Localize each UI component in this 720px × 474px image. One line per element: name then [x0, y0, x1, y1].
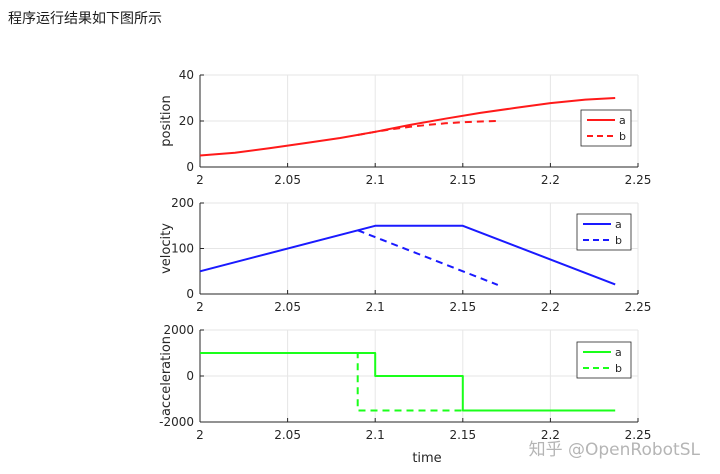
x-tick-label: 2.15 [449, 173, 476, 187]
legend: ab [576, 213, 632, 251]
x-tick-label: 2.25 [625, 173, 652, 187]
x-axis-label: time [412, 451, 441, 466]
x-tick-label: 2.1 [366, 428, 385, 442]
series-line-b [357, 229, 499, 286]
y-tick-label: 0 [186, 287, 194, 301]
x-tick-label: 2 [196, 428, 204, 442]
x-tick-label: 2.15 [449, 300, 476, 314]
legend-label-b: b [615, 362, 622, 375]
subplot-acceleration: 2 2.05 2.1 2.15 2.2 2.25 -2000 0 2000acceleratio… [159, 323, 651, 466]
y-tick-label: 2000 [163, 323, 194, 337]
x-tick-label: 2.2 [541, 428, 560, 442]
legend: ab [580, 109, 632, 147]
y-tick-label: -2000 [159, 415, 194, 429]
legend-label-b: b [615, 234, 622, 247]
legend-label-a: a [615, 218, 622, 231]
legend-box [580, 109, 632, 147]
x-tick-label: 2.2 [541, 173, 560, 187]
y-tick-label: 200 [171, 196, 194, 210]
x-tick-label: 2.2 [541, 300, 560, 314]
legend: ab [576, 341, 632, 379]
legend-label-b: b [619, 130, 626, 143]
series-line-a [199, 97, 616, 157]
x-tick-label: 2 [196, 173, 204, 187]
y-axis-label: acceleration [159, 336, 174, 416]
y-tick-label: 20 [179, 114, 194, 128]
x-tick-label: 2.05 [274, 300, 301, 314]
x-tick-label: 2.15 [449, 428, 476, 442]
legend-box [576, 213, 632, 251]
legend-label-a: a [615, 346, 622, 359]
page-caption: 程序运行结果如下图所示 [8, 11, 162, 27]
x-tick-label: 2.05 [274, 428, 301, 442]
series-line-a [199, 224, 616, 286]
y-tick-label: 0 [186, 369, 194, 383]
legend-label-a: a [619, 114, 626, 127]
y-axis-label: velocity [159, 223, 174, 274]
x-tick-label: 2.1 [366, 300, 385, 314]
subplot-position: 2 2.05 2.1 2.15 2.2 2.25 0 20 40 position ab [159, 68, 651, 187]
series-line-b [200, 352, 463, 412]
y-axis-label: position [159, 95, 174, 147]
x-tick-label: 2.25 [625, 428, 652, 442]
subplot-velocity: 2 2.05 2.1 2.15 2.2 2.25 0 100 200 velocity ab [159, 196, 651, 314]
x-tick-label: 2 [196, 300, 204, 314]
x-tick-label: 2.05 [274, 173, 301, 187]
y-tick-label: 40 [179, 68, 194, 82]
x-tick-label: 2.25 [625, 300, 652, 314]
y-tick-label: 0 [186, 160, 194, 174]
y-tick-label: 100 [171, 242, 194, 256]
x-tick-label: 2.1 [366, 173, 385, 187]
watermark: 知乎 @OpenRobotSL [528, 440, 700, 460]
legend-box [576, 341, 632, 379]
